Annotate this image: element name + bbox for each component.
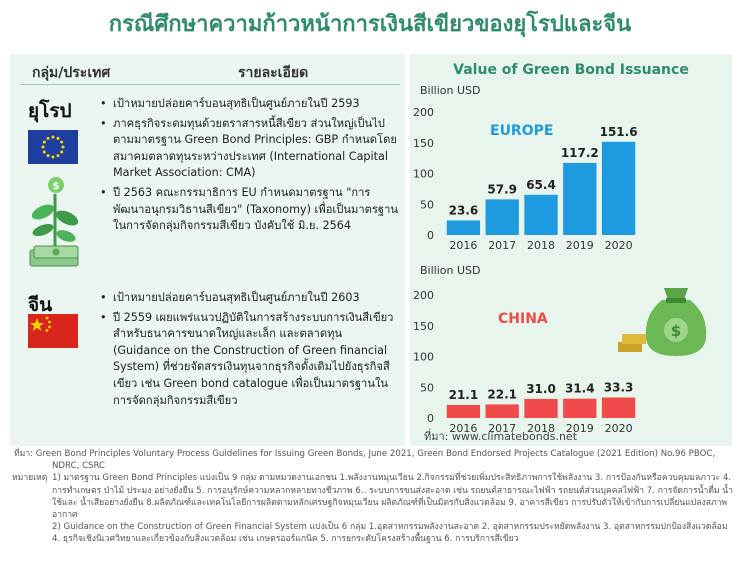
source-note: ที่มา: Green Bond Principles Voluntary P… — [14, 449, 716, 472]
europe-value-label: 65.4 — [526, 178, 556, 192]
green-bond-chart-panel: Value of Green Bond Issuance $ Billion U… — [410, 54, 732, 446]
china-bullet: ปี 2559 เผยแพร่แนวปฏิบัติในการสร้างระบบก… — [100, 310, 400, 410]
svg-text:$: $ — [53, 181, 60, 192]
china-x-tick-label: 2017 — [488, 422, 516, 435]
china-x-tick-label: 2016 — [449, 422, 477, 435]
europe-bar — [485, 199, 519, 235]
europe-ytick-label: 150 — [413, 137, 434, 150]
case-study-table: กลุ่ม/ประเทศ รายละเอียด ยุโรป $ เป้าหมาย… — [10, 54, 405, 446]
header-divider — [20, 84, 400, 85]
note-1: หมายเหตุ 1) มาตรฐาน Green Bond Principles… — [8, 472, 734, 521]
china-ytick-label: 150 — [413, 320, 434, 333]
europe-ytick-label: 0 — [427, 229, 434, 242]
note-label: หมายเหตุ — [12, 473, 48, 484]
europe-value-label: 117.2 — [561, 146, 599, 160]
europe-value-label: 23.6 — [449, 203, 479, 217]
europe-x-tick-label: 2020 — [605, 239, 633, 252]
china-bullet: เป้าหมายปล่อยคาร์บอนสุทธิเป็นศูนย์ภายในป… — [100, 290, 400, 307]
china-x-tick-label: 2020 — [605, 422, 633, 435]
china-value-label: 21.1 — [449, 388, 479, 402]
china-bar — [524, 398, 558, 418]
europe-x-tick-label: 2019 — [566, 239, 594, 252]
china-ytick-label: 0 — [427, 412, 434, 425]
europe-x-tick-label: 2018 — [527, 239, 555, 252]
europe-bar — [563, 162, 597, 235]
china-details: เป้าหมายปล่อยคาร์บอนสุทธิเป็นศูนย์ภายในป… — [100, 290, 400, 412]
europe-value-label: 151.6 — [600, 125, 638, 139]
europe-bullet: ปี 2563 คณะกรรมาธิการ EU กำหนดมาตรฐาน "ก… — [100, 185, 400, 235]
china-ytick-label: 200 — [413, 289, 434, 302]
china-value-label: 22.1 — [487, 387, 517, 401]
europe-x-tick-label: 2017 — [488, 239, 516, 252]
footnotes: ที่มา: Green Bond Principles Voluntary P… — [8, 448, 734, 546]
chart-title: Value of Green Bond Issuance — [453, 62, 689, 78]
europe-ytick-label: 200 — [413, 106, 434, 119]
china-bar — [446, 405, 481, 418]
china-flag-icon — [28, 314, 78, 348]
note-2: 2) Guidance on the Construction of Green… — [52, 522, 728, 545]
europe-details: เป้าหมายปล่อยคาร์บอนสุทธิเป็นศูนย์ภายในป… — [100, 96, 400, 238]
eu-flag-icon — [28, 130, 78, 164]
china-value-label: 31.4 — [565, 382, 595, 396]
money-bag-icon: $ — [618, 288, 707, 356]
china-ytick-label: 100 — [413, 351, 434, 364]
china-value-label: 33.3 — [604, 381, 634, 395]
china-bar — [601, 397, 636, 418]
europe-ylabel: Billion USD — [420, 84, 480, 97]
money-plant-icon: $ — [26, 176, 82, 272]
china-x-tick-label: 2018 — [527, 422, 555, 435]
europe-value-label: 57.9 — [487, 182, 517, 196]
note-1-text: 1) มาตรฐาน Green Bond Principles แบ่งเป็… — [52, 473, 734, 521]
china-bar — [485, 404, 519, 418]
europe-bar — [524, 194, 558, 235]
header-group: กลุ่ม/ประเทศ — [32, 65, 111, 81]
china-ylabel: Billion USD — [420, 264, 480, 277]
europe-x-tick-label: 2016 — [449, 239, 477, 252]
china-value-label: 31.0 — [526, 382, 556, 396]
page-title: กรณีศึกษาความก้าวหน้าการเงินสีเขียวของยุ… — [108, 12, 632, 37]
green-bond-charts: $ Billion USD 0 50 100 150 200 EUROPE 23.6 2016 5… — [413, 84, 707, 443]
china-ytick-label: 50 — [420, 381, 434, 394]
europe-bullet: ภาคธุรกิจระดมทุนด้วยตราสารหนี้สีเขียว ส่… — [100, 116, 400, 182]
country-china: จีน — [28, 294, 53, 316]
header-detail: รายละเอียด — [238, 65, 309, 81]
europe-bar — [601, 141, 636, 235]
svg-text:$: $ — [671, 322, 681, 340]
chart-source: ที่มา: www.climatebonds.net — [424, 428, 578, 443]
europe-bar — [446, 220, 481, 235]
china-x-tick-label: 2019 — [566, 422, 594, 435]
europe-ytick-label: 100 — [413, 168, 434, 181]
europe-series-label: EUROPE — [490, 123, 553, 139]
europe-ytick-label: 50 — [420, 198, 434, 211]
europe-bullet: เป้าหมายปล่อยคาร์บอนสุทธิเป็นศูนย์ภายในป… — [100, 96, 400, 113]
china-bar — [563, 398, 597, 418]
china-series-label: CHINA — [498, 311, 548, 327]
country-europe: ยุโรป — [28, 100, 72, 122]
